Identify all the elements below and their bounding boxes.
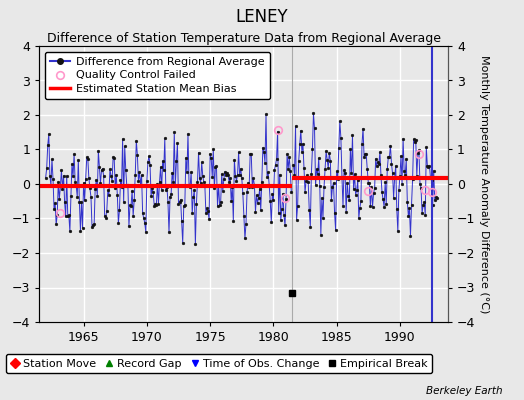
Y-axis label: Monthly Temperature Anomaly Difference (°C): Monthly Temperature Anomaly Difference (… — [479, 55, 489, 313]
Difference from Regional Average — [201, 180, 207, 184]
Title: Difference of Station Temperature Data from Regional Average: Difference of Station Temperature Data f… — [47, 32, 441, 45]
Difference from Regional Average — [263, 112, 269, 117]
Difference from Regional Average — [288, 190, 294, 194]
Difference from Regional Average — [42, 176, 49, 180]
Difference from Regional Average — [135, 178, 141, 183]
Difference from Regional Average — [192, 242, 199, 246]
Difference from Regional Average — [279, 207, 285, 212]
Text: Berkeley Earth: Berkeley Earth — [427, 386, 503, 396]
Difference from Regional Average — [58, 168, 64, 173]
Difference from Regional Average — [277, 172, 283, 177]
Line: Difference from Regional Average: Difference from Regional Average — [44, 113, 293, 246]
Text: LENEY: LENEY — [236, 8, 288, 26]
Difference from Regional Average — [114, 193, 121, 198]
Legend: Station Move, Record Gap, Time of Obs. Change, Empirical Break: Station Move, Record Gap, Time of Obs. C… — [6, 354, 432, 373]
